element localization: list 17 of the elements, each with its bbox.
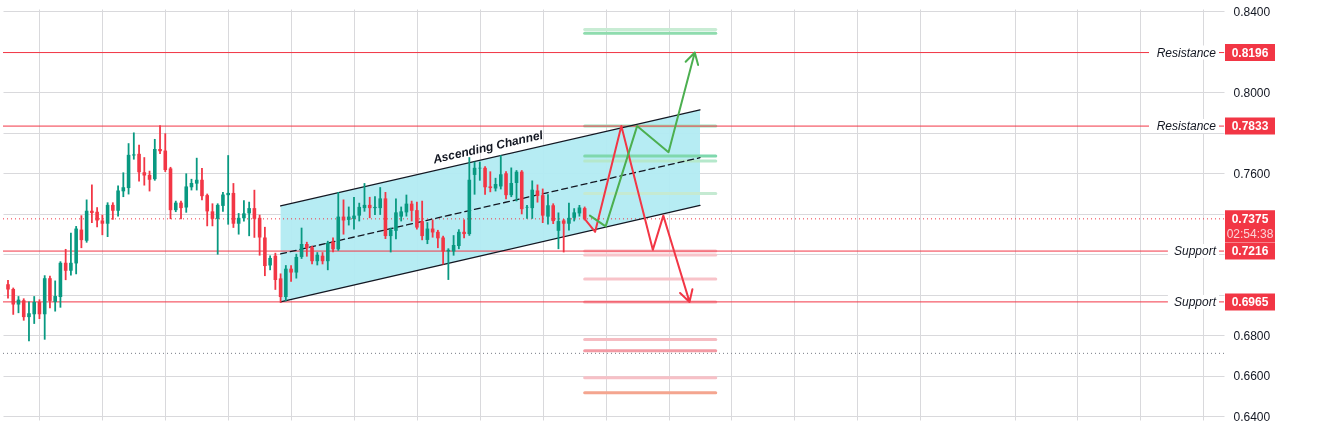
ref-line-label: Resistance <box>1156 119 1217 134</box>
ref-line-label: Support <box>1173 244 1217 259</box>
y-tick-label: 0.7375 <box>1231 211 1269 226</box>
y-tick-label: 0.7833 <box>1231 119 1269 134</box>
text: 02:54:38 <box>1226 226 1274 241</box>
y-tick-label: 0.6600 <box>1233 369 1271 384</box>
y-tick-label: 0.8000 <box>1233 85 1271 100</box>
y-tick-label: 0.6400 <box>1233 409 1271 421</box>
annotation: Ascending Channel <box>430 127 545 167</box>
y-tick-label: 0.7600 <box>1233 166 1271 181</box>
y-tick-label: 0.6800 <box>1233 328 1271 343</box>
y-tick-label: 0.6965 <box>1231 294 1269 309</box>
y-tick-label: 0.8400 <box>1233 4 1271 19</box>
y-tick-label: 0.8196 <box>1231 45 1269 60</box>
ref-line-label: Resistance <box>1156 45 1217 60</box>
ref-line-label: Support <box>1173 294 1217 309</box>
y-tick-label: 0.7216 <box>1231 244 1269 259</box>
